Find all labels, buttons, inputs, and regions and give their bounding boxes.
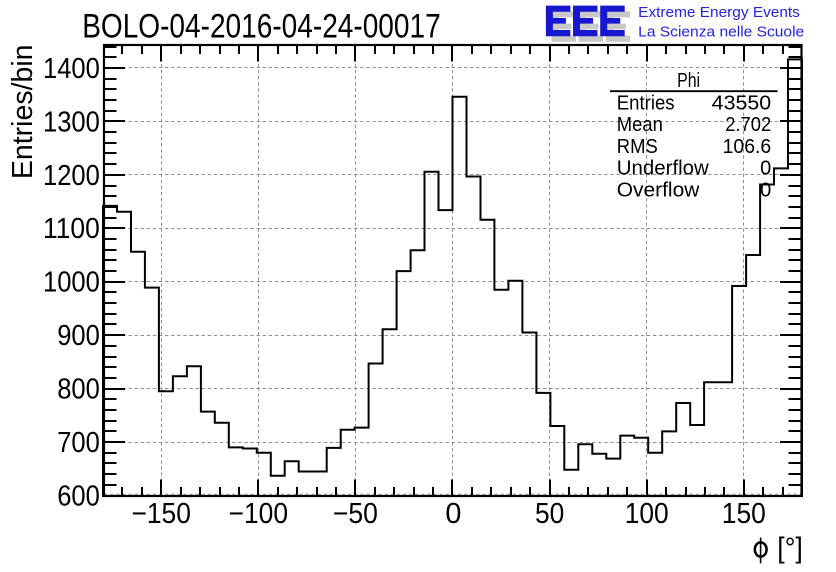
svg-text:Entries: Entries <box>617 93 675 115</box>
svg-text:0: 0 <box>445 498 461 530</box>
svg-text:1300: 1300 <box>43 106 100 138</box>
svg-text:2.702: 2.702 <box>725 114 771 136</box>
svg-text:Underflow: Underflow <box>617 158 710 180</box>
svg-text:1400: 1400 <box>43 53 100 85</box>
svg-text:1200: 1200 <box>43 160 100 192</box>
svg-text:1000: 1000 <box>43 267 100 299</box>
svg-text:50: 50 <box>535 498 564 530</box>
svg-text:106.6: 106.6 <box>723 136 772 158</box>
svg-text:−50: −50 <box>333 498 378 530</box>
svg-text:[°]: [°] <box>777 532 803 564</box>
svg-text:800: 800 <box>57 374 100 406</box>
svg-text:150: 150 <box>722 498 766 530</box>
svg-text:700: 700 <box>57 427 100 459</box>
svg-text:43550: 43550 <box>712 93 772 115</box>
svg-text:600: 600 <box>57 480 100 512</box>
svg-text:Entries/bin: Entries/bin <box>7 44 39 179</box>
svg-text:1100: 1100 <box>43 213 100 245</box>
svg-text:Phi: Phi <box>677 70 700 92</box>
svg-text:Extreme Energy Events: Extreme Energy Events <box>638 4 800 21</box>
svg-text:RMS: RMS <box>617 136 658 158</box>
svg-text:900: 900 <box>57 320 100 352</box>
svg-text:0: 0 <box>760 158 771 180</box>
svg-text:La Scienza nelle Scuole: La Scienza nelle Scuole <box>638 23 804 40</box>
svg-text:0: 0 <box>760 179 771 201</box>
svg-text:100: 100 <box>625 498 669 530</box>
svg-text:−150: −150 <box>131 498 191 530</box>
svg-text:BOLO-04-2016-04-24-00017: BOLO-04-2016-04-24-00017 <box>82 7 441 45</box>
svg-text:−100: −100 <box>229 498 289 530</box>
svg-text:Overflow: Overflow <box>617 179 700 201</box>
svg-text:Mean: Mean <box>617 114 663 136</box>
